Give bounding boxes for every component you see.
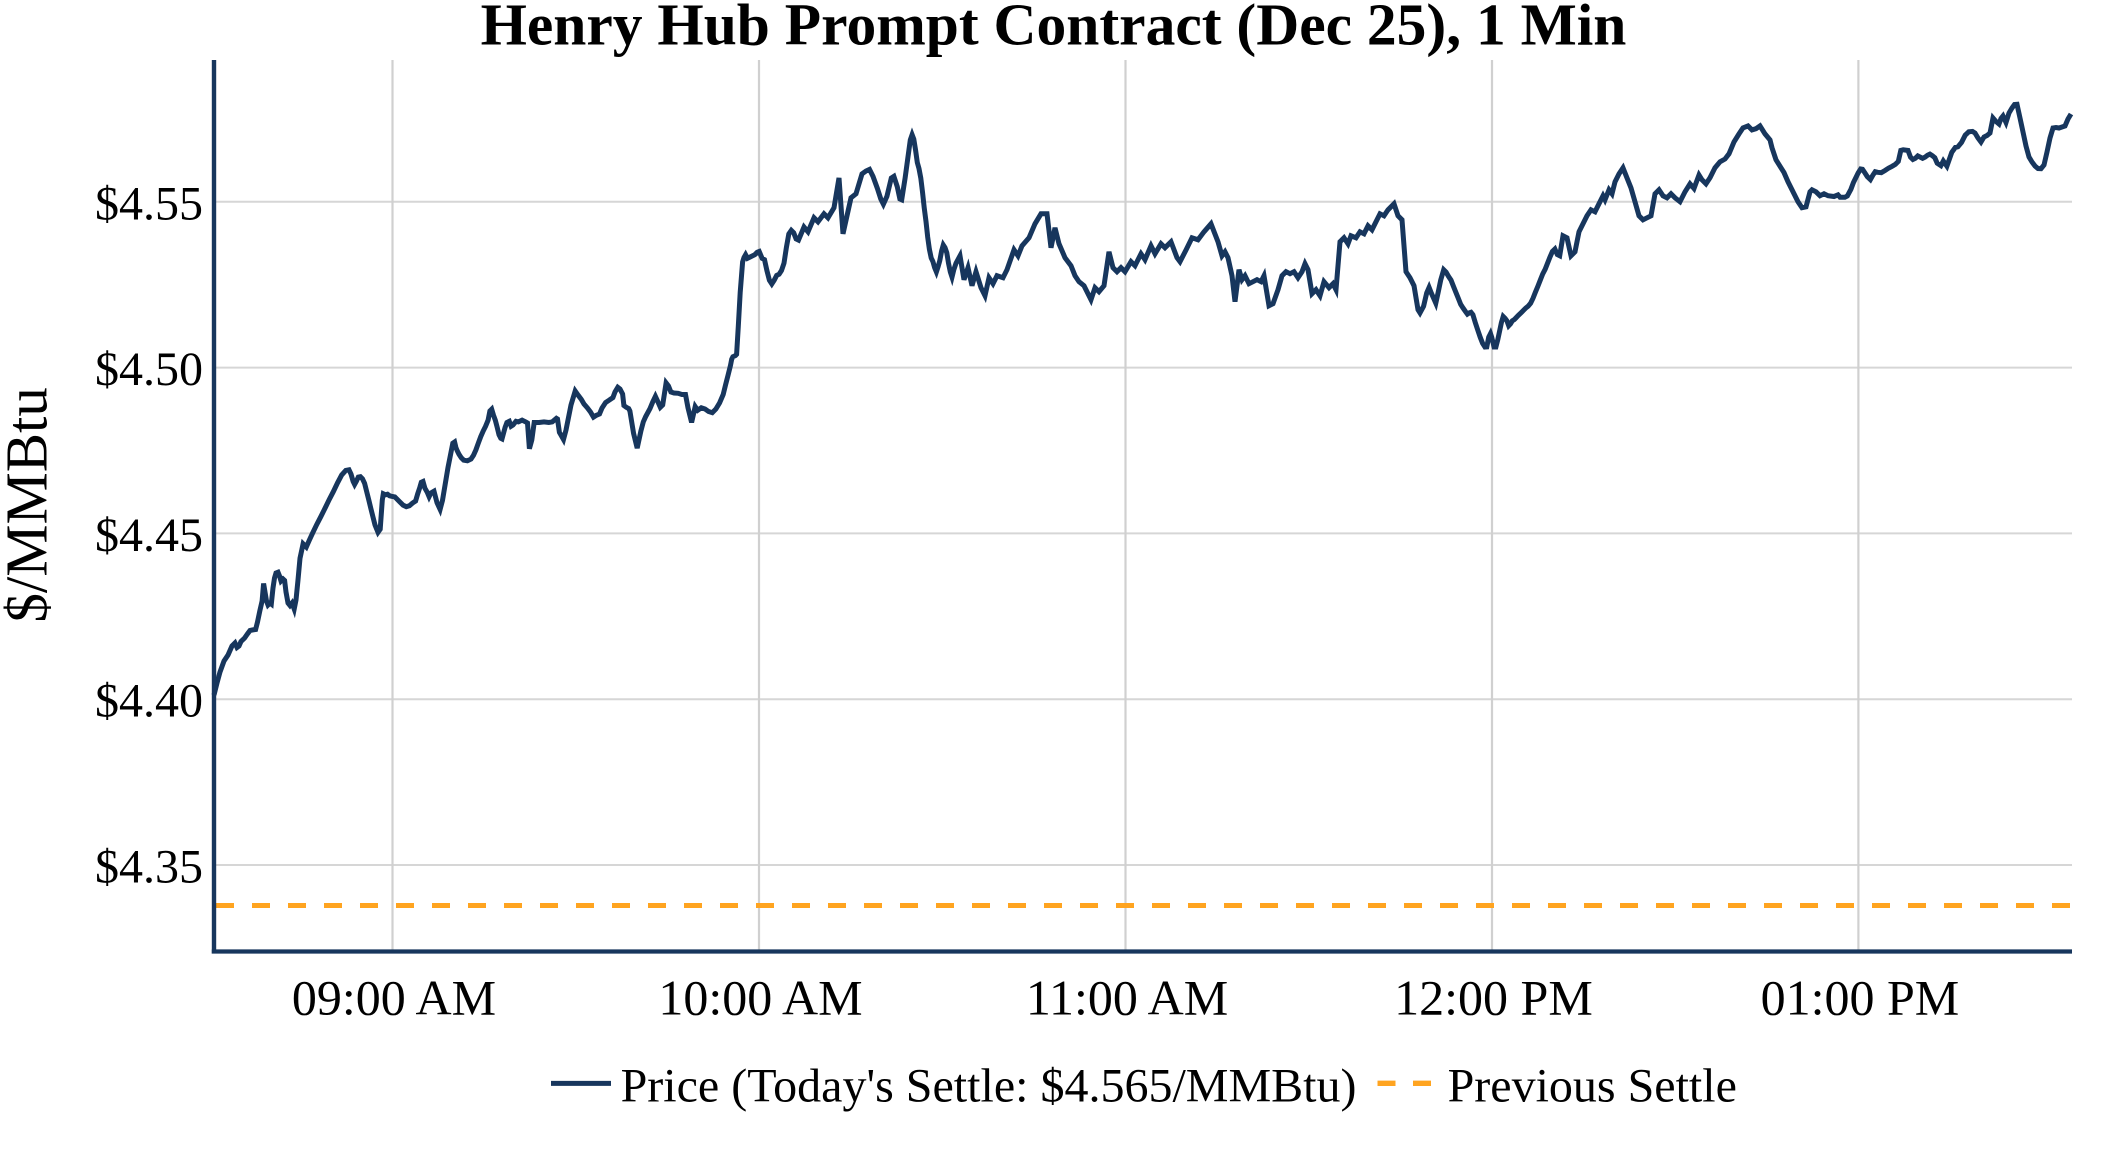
svg-text:Price (Today's Settle: $4.565/: Price (Today's Settle: $4.565/MMBtu) [621,1060,1357,1113]
svg-text:Henry Hub Prompt Contract (Dec: Henry Hub Prompt Contract (Dec 25), 1 Mi… [481,0,1627,58]
svg-text:$4.35: $4.35 [95,841,203,894]
svg-text:$4.50: $4.50 [95,343,203,396]
svg-text:$4.45: $4.45 [95,509,203,562]
svg-text:10:00 AM: 10:00 AM [658,970,862,1026]
svg-text:$4.55: $4.55 [95,177,203,230]
svg-text:11:00 AM: 11:00 AM [1026,970,1228,1026]
svg-text:01:00 PM: 01:00 PM [1761,970,1960,1026]
svg-text:09:00 AM: 09:00 AM [292,970,496,1026]
svg-text:Previous Settle: Previous Settle [1448,1060,1737,1113]
svg-text:$/MMBtu: $/MMBtu [0,387,60,622]
svg-text:12:00 PM: 12:00 PM [1394,970,1593,1026]
svg-text:$4.40: $4.40 [95,675,203,728]
